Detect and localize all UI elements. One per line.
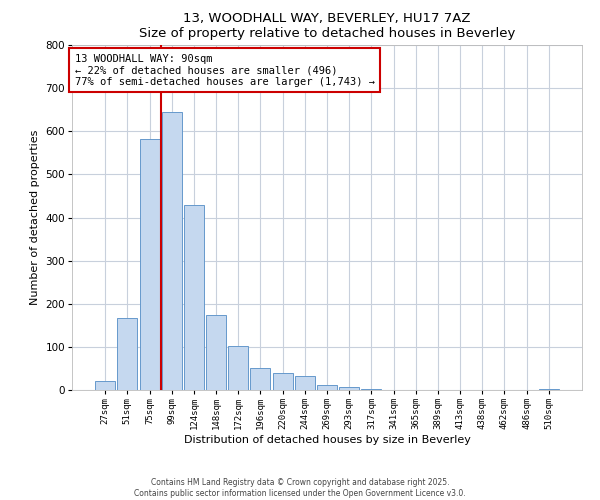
- Bar: [295, 376, 315, 390]
- Bar: [250, 368, 271, 390]
- Bar: [118, 318, 137, 390]
- Bar: [228, 346, 248, 390]
- Bar: [339, 386, 359, 390]
- Title: 13, WOODHALL WAY, BEVERLEY, HU17 7AZ
Size of property relative to detached house: 13, WOODHALL WAY, BEVERLEY, HU17 7AZ Siz…: [139, 12, 515, 40]
- Bar: [162, 112, 182, 390]
- Bar: [361, 389, 382, 390]
- Text: Contains HM Land Registry data © Crown copyright and database right 2025.
Contai: Contains HM Land Registry data © Crown c…: [134, 478, 466, 498]
- X-axis label: Distribution of detached houses by size in Beverley: Distribution of detached houses by size …: [184, 435, 470, 445]
- Bar: [206, 315, 226, 390]
- Text: 13 WOODHALL WAY: 90sqm
← 22% of detached houses are smaller (496)
77% of semi-de: 13 WOODHALL WAY: 90sqm ← 22% of detached…: [74, 54, 374, 87]
- Bar: [95, 382, 115, 390]
- Y-axis label: Number of detached properties: Number of detached properties: [30, 130, 40, 305]
- Bar: [140, 138, 160, 390]
- Bar: [184, 204, 204, 390]
- Bar: [317, 385, 337, 390]
- Bar: [539, 389, 559, 390]
- Bar: [272, 373, 293, 390]
